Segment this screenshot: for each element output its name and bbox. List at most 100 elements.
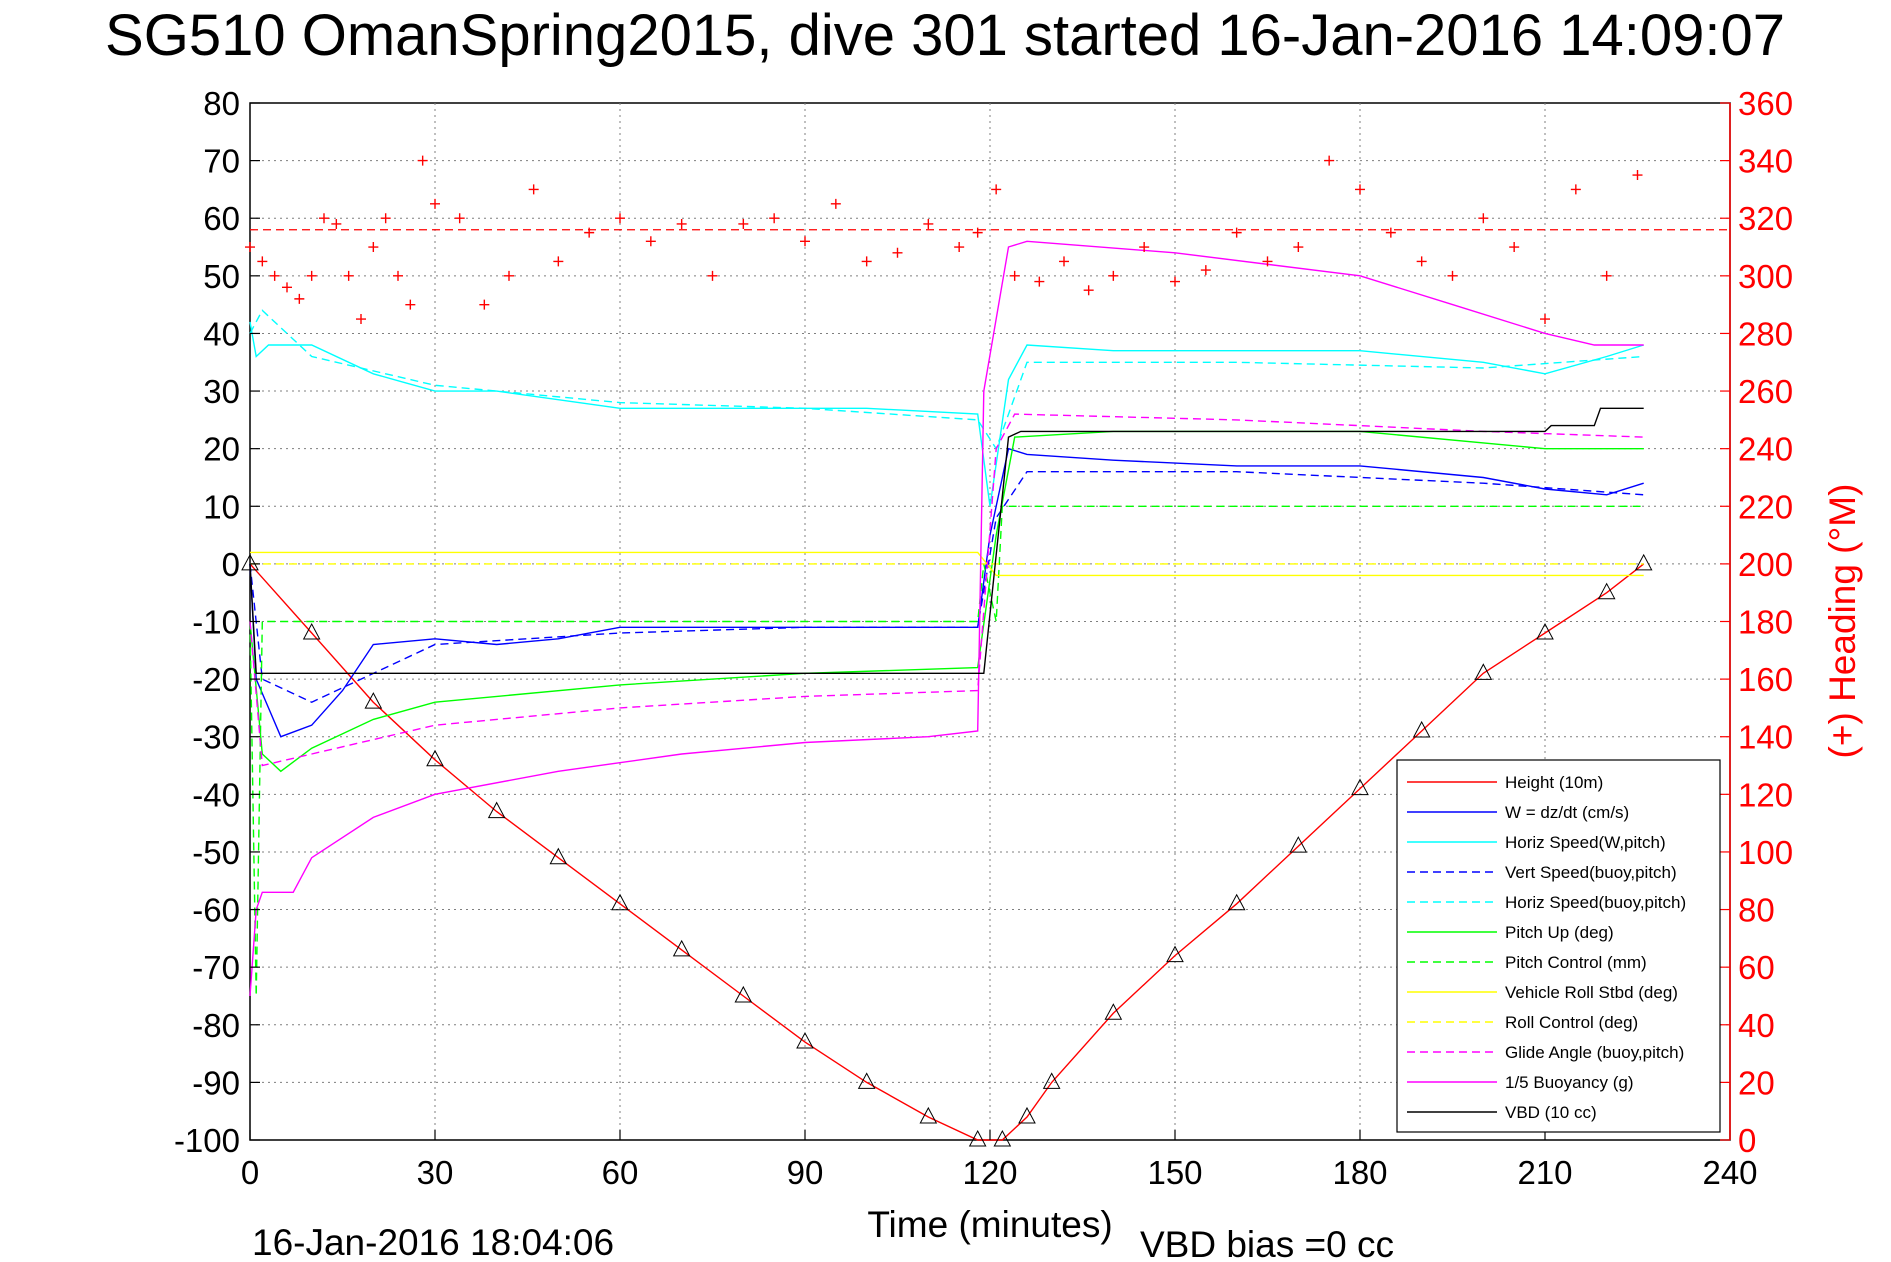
depth-marker [1634,553,1653,571]
heading-point [1009,270,1020,281]
heading-point [923,218,934,229]
y-left-tick-label: 0 [222,546,240,583]
x-axis-label: Time (minutes) [867,1204,1112,1245]
heading-markers [245,155,1643,325]
x-tick-label: 120 [962,1154,1017,1191]
x-tick-label: 90 [787,1154,824,1191]
depth-marker [919,1106,938,1124]
heading-point [1083,285,1094,296]
y-right-tick-label: 200 [1738,546,1793,583]
heading-point [319,213,329,224]
chart-legend: Height (10m) W = dz/dt (cm/s) Horiz Speed(… [1396,759,1721,1133]
y-right-tick-label: 60 [1738,949,1775,986]
depth-marker [1104,1003,1123,1020]
heading-point [1478,213,1489,224]
depth-marker [487,801,506,819]
y-left-tick-label: -100 [174,1122,240,1159]
depth-marker [1597,582,1616,600]
depth-marker [241,553,259,571]
series-line-4 [249,309,1644,451]
heading-point [1416,256,1427,267]
heading-point [1509,242,1520,253]
y-right-tick-label: 0 [1738,1122,1756,1159]
y-left-tick-label: 40 [203,315,240,352]
series-line-2 [249,321,1644,507]
heading-point [615,213,625,224]
heading-point [676,218,687,229]
heading-point [991,184,1002,195]
heading-point [245,242,255,253]
series-line-10 [249,240,1644,997]
heading-point [954,242,965,253]
heading-point [830,198,841,209]
footer-vbd-bias: VBD bias =0 cc [1140,1224,1394,1262]
depth-marker [734,985,753,1003]
heading-point [1034,276,1045,287]
heading-point [1601,270,1612,281]
legend-entry-label: Horiz Speed(buoy,pitch) [1505,893,1686,912]
y-left-tick-label: 10 [203,488,240,525]
x-tick-label: 180 [1332,1154,1387,1191]
legend-entry-label: Pitch Control (mm) [1505,953,1647,972]
heading-point [972,227,983,238]
y-right-tick-label: 320 [1738,200,1793,237]
heading-point [553,256,564,267]
legend-entry-label: Vert Speed(buoy,pitch) [1505,863,1677,882]
right-y-axis-label: (+) Heading (°M) [1822,484,1863,759]
y-left-tick-label: -10 [192,604,240,641]
series-line-9 [249,413,1644,767]
heading-point [343,270,354,281]
heading-point [356,314,366,325]
y-right-tick-label: 80 [1738,892,1775,929]
y-right-tick-label: 180 [1738,604,1793,641]
legend-entry-label: VBD (10 cc) [1505,1103,1597,1122]
y-left-tick-label: -40 [192,776,240,813]
y-right-tick-label: 280 [1738,315,1793,352]
depth-marker [968,1129,987,1147]
heading-point [368,242,379,253]
y-right-tick-label: 100 [1738,834,1793,871]
chart-title: SG510 OmanSpring2015, dive 301 started 1… [105,3,1785,68]
depth-marker [993,1129,1012,1147]
x-tick-label: 0 [241,1154,259,1191]
y-left-tick-label: -20 [192,661,240,698]
heading-point [1385,227,1396,238]
depth-marker [1474,663,1493,680]
heading-point [269,270,280,281]
x-tick-label: 30 [417,1154,454,1191]
heading-point [892,247,903,258]
depth-marker [1289,836,1308,853]
y-left-tick-label: -80 [192,1007,240,1044]
legend-entry-label: Height (10m) [1505,773,1603,792]
heading-point [393,270,403,281]
y-right-tick-label: 220 [1738,488,1793,525]
y-right-tick-label: 120 [1738,776,1793,813]
legend-entry-label: Vehicle Roll Stbd (deg) [1505,983,1678,1002]
heading-point [1324,155,1335,166]
heading-point [707,270,718,281]
depth-marker [857,1072,876,1089]
y-left-tick-label: 70 [203,143,240,180]
heading-point [769,213,780,224]
series-line-6 [249,505,1644,997]
y-left-tick-label: 30 [203,373,240,410]
depth-marker [426,749,444,767]
heading-point [800,236,810,247]
heading-point [405,299,416,310]
y-right-tick-label: 260 [1738,373,1793,410]
heading-point [738,218,749,229]
heading-point [1200,265,1211,276]
y-right-tick-label: 340 [1738,143,1793,180]
y-left-tick-label: 50 [203,258,240,295]
heading-point [645,236,656,247]
series-line-11 [249,407,1644,674]
depth-marker [1018,1106,1036,1124]
depth-marker [364,692,383,709]
heading-point [1170,276,1180,287]
footer-timestamp: 16-Jan-2016 18:04:06 [252,1222,614,1262]
depth-marker [611,893,629,911]
heading-point [861,256,872,267]
heading-point [331,218,342,229]
heading-point [1355,184,1365,195]
depth-marker [796,1031,814,1049]
